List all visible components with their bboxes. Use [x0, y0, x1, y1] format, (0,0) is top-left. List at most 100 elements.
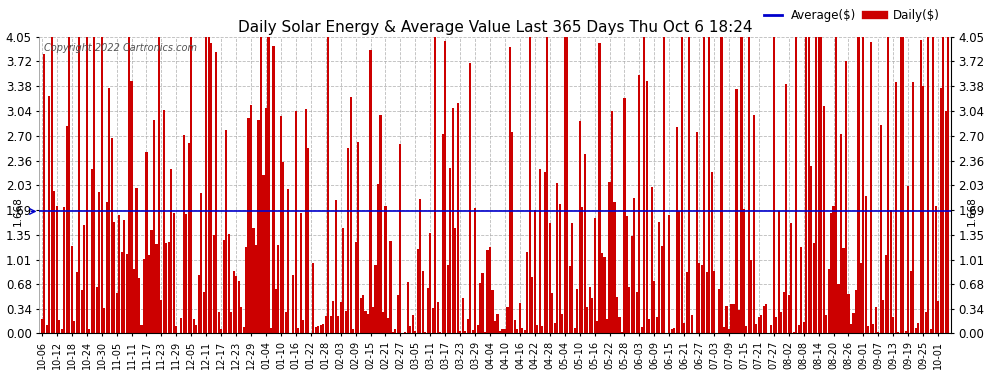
Bar — [257, 120, 259, 333]
Bar — [563, 37, 565, 333]
Bar — [150, 230, 152, 333]
Bar — [501, 330, 504, 333]
Bar — [504, 329, 506, 333]
Bar — [855, 290, 857, 333]
Bar — [770, 325, 772, 333]
Bar — [168, 242, 170, 333]
Bar — [828, 269, 830, 333]
Bar — [220, 329, 222, 333]
Bar — [942, 37, 944, 333]
Bar — [696, 132, 698, 333]
Bar — [272, 45, 274, 333]
Text: 1.668: 1.668 — [13, 196, 23, 226]
Bar — [573, 328, 576, 333]
Bar — [195, 325, 197, 333]
Bar — [517, 329, 519, 333]
Bar — [343, 228, 345, 333]
Bar — [469, 63, 471, 333]
Bar — [915, 328, 917, 333]
Bar — [566, 37, 568, 333]
Bar — [188, 143, 190, 333]
Bar — [108, 88, 110, 333]
Bar — [823, 106, 825, 333]
Bar — [762, 306, 765, 333]
Bar — [419, 198, 422, 333]
Bar — [938, 301, 940, 333]
Bar — [275, 289, 277, 333]
Bar — [522, 328, 524, 333]
Bar — [825, 315, 827, 333]
Bar — [558, 204, 560, 333]
Bar — [795, 37, 797, 333]
Bar — [252, 228, 254, 333]
Bar — [534, 210, 536, 333]
Bar — [340, 302, 342, 333]
Bar — [302, 320, 304, 333]
Bar — [860, 264, 862, 333]
Bar — [742, 210, 745, 333]
Bar — [152, 120, 155, 333]
Bar — [857, 37, 859, 333]
Bar — [454, 228, 456, 333]
Bar — [435, 37, 437, 333]
Bar — [68, 37, 70, 333]
Bar — [711, 172, 713, 333]
Bar — [305, 109, 307, 333]
Bar — [141, 325, 143, 333]
Bar — [852, 314, 854, 333]
Bar — [940, 87, 941, 333]
Bar — [629, 287, 631, 333]
Bar — [507, 307, 509, 333]
Bar — [427, 288, 429, 333]
Bar — [527, 252, 529, 333]
Bar — [897, 332, 899, 333]
Bar — [235, 276, 238, 333]
Bar — [367, 314, 369, 333]
Bar — [392, 332, 394, 333]
Bar — [925, 312, 927, 333]
Bar — [660, 246, 663, 333]
Bar — [867, 326, 869, 333]
Bar — [55, 206, 58, 333]
Bar — [805, 37, 807, 333]
Bar — [332, 301, 335, 333]
Bar — [529, 37, 531, 333]
Bar — [422, 270, 424, 333]
Bar — [900, 37, 902, 333]
Bar — [103, 308, 105, 333]
Bar — [930, 329, 932, 333]
Bar — [847, 294, 849, 333]
Bar — [556, 183, 558, 333]
Bar — [262, 176, 264, 333]
Bar — [86, 37, 88, 333]
Bar — [588, 287, 591, 333]
Bar — [49, 96, 50, 333]
Bar — [810, 166, 812, 333]
Bar — [394, 329, 396, 333]
Bar — [464, 330, 466, 333]
Bar — [70, 246, 73, 333]
Text: 1.668: 1.668 — [967, 196, 977, 226]
Bar — [780, 312, 782, 333]
Bar — [750, 260, 752, 333]
Bar — [185, 214, 187, 333]
Bar — [708, 37, 710, 333]
Bar — [111, 138, 113, 333]
Bar — [213, 236, 215, 333]
Bar — [255, 246, 257, 333]
Bar — [183, 135, 185, 333]
Bar — [267, 37, 269, 333]
Bar — [432, 308, 434, 333]
Bar — [240, 307, 243, 333]
Bar — [591, 297, 593, 333]
Bar — [335, 200, 337, 333]
Bar — [481, 273, 483, 333]
Bar — [58, 320, 60, 333]
Bar — [260, 37, 262, 333]
Bar — [73, 321, 75, 333]
Bar — [317, 326, 320, 333]
Bar — [352, 329, 354, 333]
Bar — [621, 332, 623, 333]
Bar — [138, 278, 140, 333]
Bar — [833, 206, 835, 333]
